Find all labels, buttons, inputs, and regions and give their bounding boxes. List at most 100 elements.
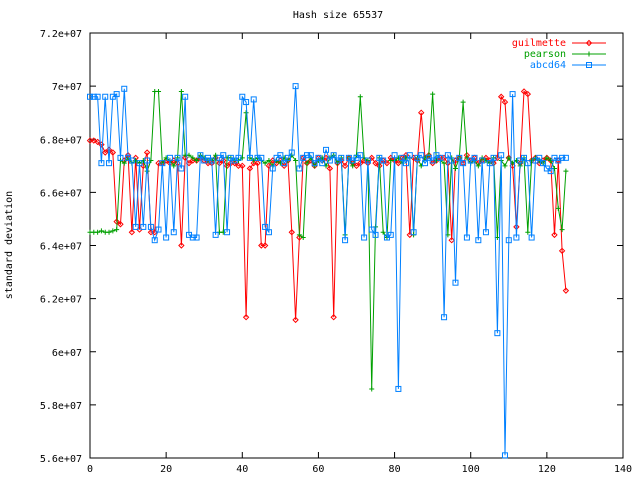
series-line-abcd64 xyxy=(90,86,566,456)
data-point xyxy=(224,229,231,236)
data-point xyxy=(513,234,520,241)
data-point xyxy=(102,93,109,100)
data-point xyxy=(178,165,185,172)
data-point xyxy=(163,234,170,241)
data-point xyxy=(341,162,349,170)
data-point xyxy=(288,229,295,236)
data-point xyxy=(521,154,528,161)
chart-title: Hash size 65537 xyxy=(293,10,383,21)
data-point xyxy=(460,99,466,105)
data-point xyxy=(460,160,467,167)
data-point xyxy=(323,146,330,153)
y-axis-label: standard deviation xyxy=(4,191,15,299)
data-point xyxy=(471,154,478,161)
data-point xyxy=(441,160,447,166)
data-point xyxy=(193,234,200,241)
data-point xyxy=(266,158,272,163)
data-point xyxy=(178,242,185,249)
data-point xyxy=(380,229,386,235)
data-point xyxy=(319,160,326,167)
data-point xyxy=(105,146,113,154)
data-point xyxy=(330,314,337,321)
data-point xyxy=(261,242,269,249)
data-point xyxy=(304,160,310,166)
data-point xyxy=(243,110,249,116)
data-point xyxy=(189,234,196,241)
data-point xyxy=(326,165,334,172)
data-point xyxy=(448,157,455,164)
x-tick-label: 20 xyxy=(160,464,172,475)
data-point xyxy=(399,154,406,161)
data-point xyxy=(586,62,592,68)
data-point xyxy=(558,247,566,255)
x-tick-label: 100 xyxy=(462,464,480,475)
data-point xyxy=(563,168,569,174)
y-tick-label: 6.2e+07 xyxy=(40,295,82,306)
x-tick-label: 80 xyxy=(389,464,401,475)
series-line-pearson xyxy=(90,90,567,389)
data-point xyxy=(368,154,375,162)
data-point xyxy=(372,231,379,238)
data-point xyxy=(368,226,375,233)
data-point xyxy=(194,158,200,163)
data-point xyxy=(246,165,254,172)
data-point xyxy=(357,94,363,100)
series-abcd64 xyxy=(87,83,569,459)
data-point xyxy=(475,163,481,169)
data-point xyxy=(106,229,112,235)
data-point xyxy=(429,157,436,164)
data-point xyxy=(380,157,387,164)
data-point xyxy=(559,227,565,233)
data-point xyxy=(102,149,109,156)
data-point xyxy=(364,157,371,164)
data-point xyxy=(524,160,531,167)
x-tick-label: 60 xyxy=(312,464,324,475)
data-point xyxy=(422,160,429,167)
data-point xyxy=(212,231,219,238)
data-point xyxy=(235,154,242,161)
data-point xyxy=(110,228,116,234)
legend-label: pearson xyxy=(524,49,566,60)
data-point xyxy=(98,160,105,167)
data-point xyxy=(220,152,227,159)
data-point xyxy=(562,287,570,294)
data-point xyxy=(418,109,425,116)
data-point xyxy=(140,223,147,230)
legend-label: guilmette xyxy=(512,38,566,49)
data-point xyxy=(87,93,93,100)
data-point xyxy=(475,237,482,244)
data-point xyxy=(190,155,196,161)
data-point xyxy=(502,163,508,169)
data-point xyxy=(357,152,364,159)
data-point xyxy=(326,157,333,164)
data-point xyxy=(242,314,250,321)
data-point xyxy=(117,154,124,161)
data-point xyxy=(296,232,302,238)
data-point xyxy=(280,162,288,170)
data-point xyxy=(300,235,306,241)
data-point xyxy=(353,162,360,170)
data-point xyxy=(520,88,528,95)
data-point xyxy=(437,154,444,161)
legend-label: abcd64 xyxy=(530,60,566,71)
data-point xyxy=(250,96,257,103)
data-point xyxy=(482,229,489,236)
data-point xyxy=(262,223,269,230)
x-tick-label: 120 xyxy=(538,464,556,475)
series-pearson xyxy=(87,88,569,392)
data-point xyxy=(265,162,273,170)
data-point xyxy=(311,160,318,167)
data-point xyxy=(178,88,184,94)
data-point xyxy=(448,236,455,244)
y-tick-label: 6.4e+07 xyxy=(40,242,82,253)
data-point xyxy=(171,163,177,169)
data-point xyxy=(525,229,531,235)
data-point xyxy=(254,154,261,161)
data-point xyxy=(109,149,117,156)
data-point xyxy=(258,154,265,161)
data-point xyxy=(159,160,166,167)
data-point xyxy=(372,159,379,167)
y-tick-label: 7.2e+07 xyxy=(40,29,82,40)
data-point xyxy=(186,152,192,158)
